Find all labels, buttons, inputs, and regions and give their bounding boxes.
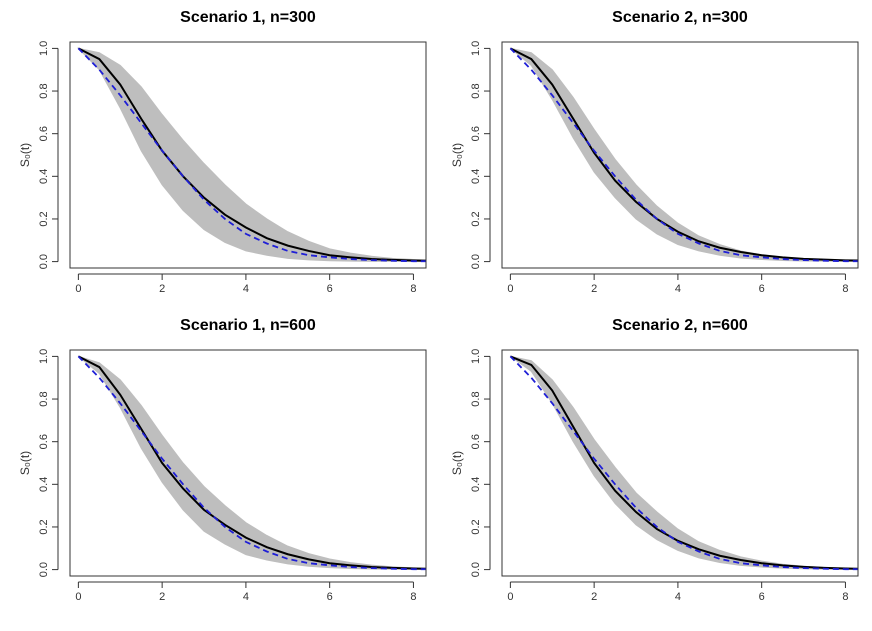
y-axis-label: S₀(t): [18, 451, 32, 475]
x-tick-label: 2: [159, 591, 165, 603]
y-tick-label: 1.0: [470, 349, 482, 364]
y-tick-label: 0.0: [470, 562, 482, 577]
plot-frame: [69, 349, 427, 577]
x-tick-label: 8: [842, 283, 848, 295]
plot-frame: [501, 41, 859, 269]
x-tick-label: 0: [507, 283, 513, 295]
y-axis-label: S₀(t): [450, 451, 464, 475]
x-tick-label: 2: [591, 283, 597, 295]
y-tick-label: 0.0: [470, 254, 482, 269]
y-axis-label: S₀(t): [450, 143, 464, 167]
plot-frame: [501, 349, 859, 577]
x-tick-label: 2: [159, 283, 165, 295]
x-tick-label: 8: [410, 283, 416, 295]
x-tick-label: 0: [75, 283, 81, 295]
band-area: [78, 355, 427, 570]
y-tick-label: 0.4: [38, 477, 50, 492]
band-area: [510, 47, 859, 262]
y-tick-label: 0.8: [470, 391, 482, 406]
y-tick-label: 0.2: [38, 519, 50, 534]
chart-title: Scenario 1, n=300: [180, 9, 316, 26]
x-tick-label: 4: [243, 283, 249, 295]
x-tick-label: 8: [410, 591, 416, 603]
y-tick-label: 0.6: [38, 126, 50, 141]
chart-title: Scenario 2, n=300: [612, 9, 748, 26]
y-axis-label: S₀(t): [18, 143, 32, 167]
y-tick-label: 0.0: [38, 562, 50, 577]
plot-frame: [69, 41, 427, 269]
y-tick-label: 0.4: [470, 477, 482, 492]
y-tick-label: 0.4: [38, 169, 50, 184]
y-tick-label: 0.4: [470, 169, 482, 184]
y-tick-label: 0.8: [38, 391, 50, 406]
x-tick-label: 2: [591, 591, 597, 603]
x-tick-label: 0: [507, 591, 513, 603]
series-line: [77, 355, 426, 571]
y-tick-label: 1.0: [38, 41, 50, 56]
x-tick-label: 4: [675, 283, 681, 295]
chart-title: Scenario 1, n=600: [180, 317, 316, 334]
series-line: [509, 47, 858, 263]
series-line: [509, 355, 859, 570]
x-tick-label: 6: [327, 283, 333, 295]
y-tick-label: 0.8: [470, 83, 482, 98]
x-tick-label: 8: [842, 591, 848, 603]
y-tick-label: 0.8: [38, 83, 50, 98]
chart-title: Scenario 2, n=600: [612, 317, 748, 334]
series-line: [77, 355, 427, 570]
y-tick-label: 0.0: [38, 254, 50, 269]
y-tick-label: 1.0: [470, 41, 482, 56]
y-tick-label: 0.6: [470, 434, 482, 449]
series-line: [77, 47, 427, 262]
y-tick-label: 0.2: [38, 211, 50, 226]
y-tick-label: 0.6: [470, 126, 482, 141]
y-tick-label: 0.6: [38, 434, 50, 449]
x-tick-label: 6: [759, 283, 765, 295]
x-tick-label: 6: [327, 591, 333, 603]
series-line: [77, 47, 426, 263]
series-line: [509, 355, 858, 571]
x-tick-label: 4: [243, 591, 249, 603]
band-area: [510, 355, 859, 570]
y-tick-label: 1.0: [38, 349, 50, 364]
x-tick-label: 0: [75, 591, 81, 603]
x-tick-label: 6: [759, 591, 765, 603]
y-tick-label: 0.2: [470, 211, 482, 226]
series-line: [509, 47, 859, 262]
x-tick-label: 4: [675, 591, 681, 603]
y-tick-label: 0.2: [470, 519, 482, 534]
